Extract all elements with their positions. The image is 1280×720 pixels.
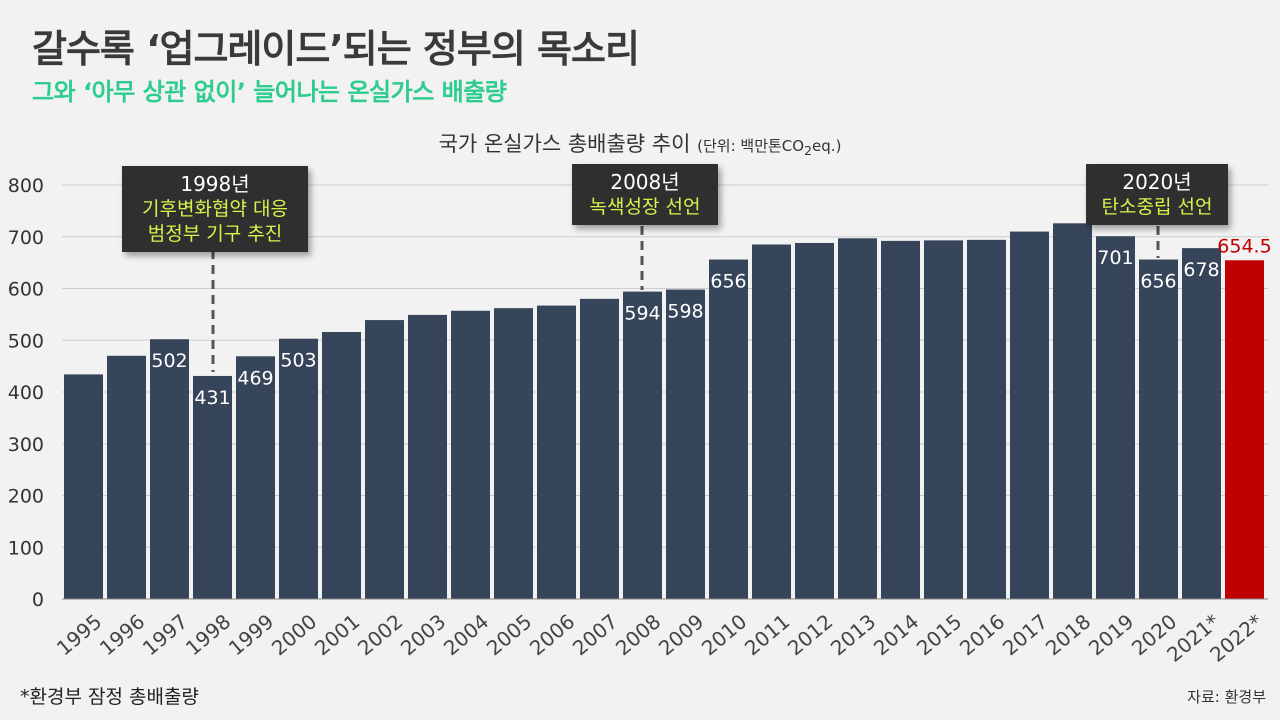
x-tick-label-1997: 1997 [138,609,192,660]
bar-2000 [279,338,318,599]
bar-2003 [408,314,447,599]
callout-2008-year: 2008년 [610,170,680,194]
x-tick-label-2010: 2010 [697,609,751,660]
x-tick-label-2008: 2008 [611,609,665,660]
callout-2020-line-1: 탄소중립 선언 [1101,196,1213,218]
data-label-1997: 502 [151,350,187,372]
bar-2004 [451,310,490,599]
bar-2007 [580,298,619,599]
data-label-2010: 656 [710,271,746,293]
callout-2020-year: 2020년 [1122,170,1192,194]
x-tick-label-2001: 2001 [310,609,364,660]
data-label-2020: 656 [1140,271,1176,293]
bar-2001 [322,331,361,599]
x-tick-label-2012: 2012 [783,609,837,660]
data-label-2022: 654.5 [1217,235,1271,257]
callout-1998: 1998년 기후변화협약 대응 범정부 기구 추진 [122,166,308,252]
y-tick-label-300: 300 [8,434,44,456]
chart-title-text: 국가 온실가스 총배출량 추이 [438,132,691,156]
bar-1999 [236,356,275,599]
y-tick-label-800: 800 [8,175,44,197]
y-tick-label-700: 700 [8,227,44,249]
bar-2020 [1139,259,1178,599]
bar-2013 [838,238,877,600]
bar-2021 [1182,248,1221,599]
data-label-2008: 594 [624,303,660,325]
bar-1996 [107,355,146,599]
bar-2019 [1096,236,1135,600]
bar-2012 [795,242,834,599]
x-tick-label-2015: 2015 [912,609,966,660]
bar-2002 [365,320,404,599]
bar-2011 [752,244,791,599]
x-tick-label-2004: 2004 [439,609,493,660]
x-tick-label-2016: 2016 [955,609,1009,660]
x-tick-label-2005: 2005 [482,609,536,660]
footnote: *환경부 잠정 총배출량 [20,686,199,708]
bar-2022 [1225,260,1264,599]
bar-2008 [623,291,662,599]
y-tick-label-500: 500 [8,330,44,352]
y-tick-label-100: 100 [8,537,44,559]
y-tick-label-200: 200 [8,486,44,508]
bar-2018 [1053,223,1092,600]
x-tick-label-2006: 2006 [525,609,579,660]
data-label-2021: 678 [1183,259,1219,281]
x-tick-label-2019: 2019 [1084,609,1138,660]
data-label-2000: 503 [280,350,316,372]
x-tick-label-2018: 2018 [1041,609,1095,660]
bar-1997 [150,339,189,599]
callout-2008: 2008년 녹색성장 선언 [572,164,718,225]
bar-1998 [193,375,232,599]
bar-1995 [64,374,103,599]
page-subtitle: 그와 ‘아무 상관 없이’ 늘어나는 온실가스 배출량 [32,78,507,106]
callout-1998-year: 1998년 [180,172,250,196]
bar-2010 [709,259,748,599]
x-tick-label-1995: 1995 [52,609,106,660]
bar-2005 [494,308,533,599]
page-title: 갈수록 ‘업그레이드’되는 정부의 목소리 [32,27,640,71]
y-tick-label-400: 400 [8,382,44,404]
bar-2006 [537,305,576,599]
callout-2020: 2020년 탄소중립 선언 [1086,164,1228,225]
y-tick-label-600: 600 [8,279,44,301]
x-tick-label-2007: 2007 [568,609,622,660]
x-tick-label-2017: 2017 [998,609,1052,660]
x-tick-label-1996: 1996 [95,609,149,660]
bar-2016 [967,239,1006,600]
x-tick-label-2009: 2009 [654,609,708,660]
x-tick-label-2011: 2011 [740,609,794,660]
bar-2017 [1010,231,1049,599]
data-label-1999: 469 [237,367,273,389]
chart-unit: (단위: 백만톤CO2eq.) [697,137,842,158]
bar-2009 [666,289,705,599]
chart-title: 국가 온실가스 총배출량 추이 (단위: 백만톤CO2eq.) [0,128,1280,158]
bar-2014 [881,240,920,599]
callout-1998-line-2: 범정부 기구 추진 [147,223,283,245]
callout-1998-line-1: 기후변화협약 대응 [142,198,288,220]
x-tick-label-2002: 2002 [353,609,407,660]
x-tick-label-1999: 1999 [224,609,278,660]
x-tick-label-2014: 2014 [869,609,923,660]
x-tick-label-2003: 2003 [396,609,450,660]
data-label-2009: 598 [667,301,703,323]
x-tick-label-2013: 2013 [826,609,880,660]
data-label-2019: 701 [1097,247,1133,269]
x-tick-label-1998: 1998 [181,609,235,660]
callout-2008-line-1: 녹색성장 선언 [589,196,701,218]
x-tick-label-2000: 2000 [267,609,321,660]
data-label-1998: 431 [194,387,230,409]
y-tick-label-0: 0 [32,589,44,611]
bar-2015 [924,240,963,599]
source-credit: 자료: 환경부 [1187,688,1266,706]
